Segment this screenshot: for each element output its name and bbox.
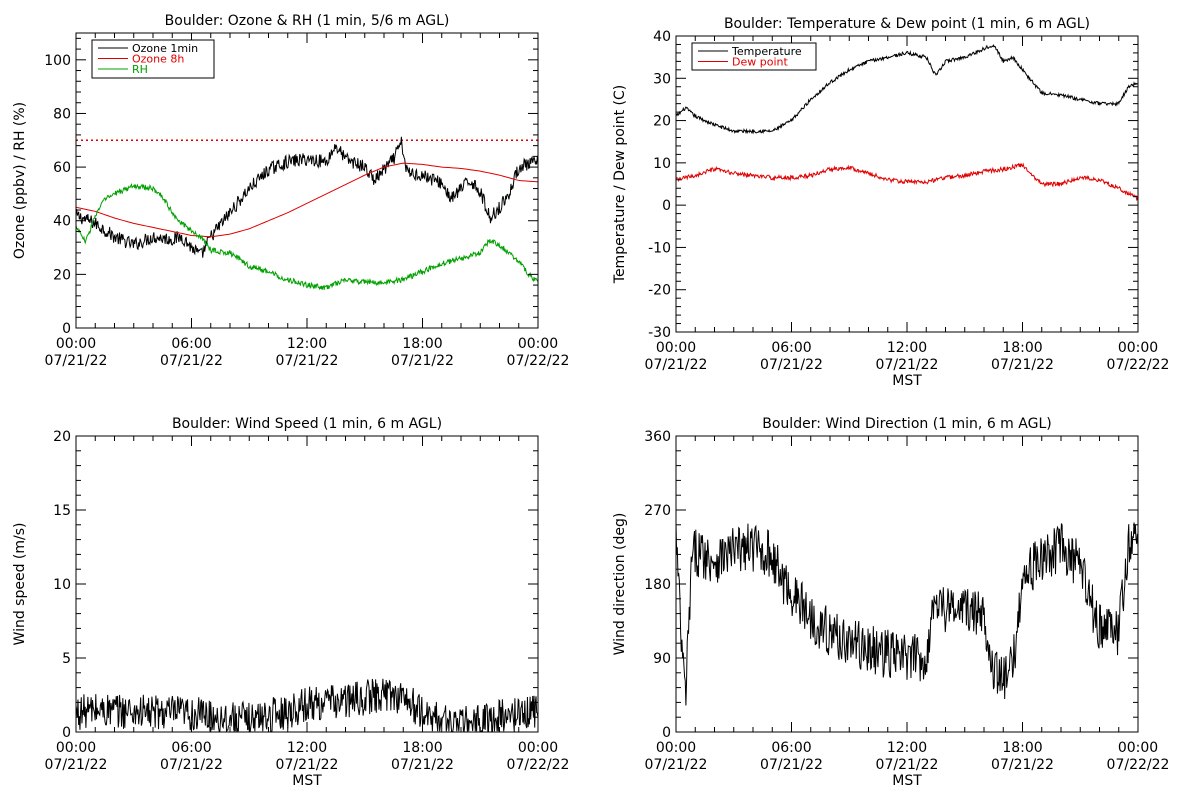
- x-tick-date-label: 07/22/22: [1107, 757, 1170, 773]
- y-tick-label: 20: [53, 429, 71, 445]
- y-tick-label: 180: [644, 577, 671, 593]
- x-tick-date-label: 07/21/22: [645, 757, 708, 773]
- y-tick-label: 80: [53, 106, 71, 122]
- x-tick-date-label: 07/21/22: [276, 757, 339, 773]
- legend-entry-ozone-8h: Ozone 8h: [132, 53, 184, 66]
- x-tick-time-label: 12:00: [287, 336, 327, 352]
- plot-frame: [675, 35, 1139, 333]
- y-tick-label: 10: [653, 156, 671, 172]
- x-tick-time-label: 12:00: [287, 740, 327, 756]
- dew-point-series-line: [676, 162, 1138, 202]
- chart-title: Boulder: Wind Speed (1 min, 6 m AGL): [172, 416, 442, 432]
- x-tick-time-label: 12:00: [887, 340, 927, 356]
- y-tick-label: 20: [53, 267, 71, 283]
- x-tick-time-label: 06:00: [171, 336, 211, 352]
- chart-title: Boulder: Ozone & RH (1 min, 5/6 m AGL): [165, 13, 450, 29]
- x-tick-date-label: 07/22/22: [1107, 357, 1170, 373]
- x-tick-date-label: 07/21/22: [391, 353, 454, 369]
- temperature-series-line: [676, 43, 1138, 135]
- y-tick-label: 0: [662, 725, 671, 741]
- y-axis-label: Wind speed (m/s): [12, 523, 28, 646]
- y-tick-label: 40: [53, 214, 71, 230]
- y-tick-label: -30: [648, 325, 671, 341]
- x-tick-date-label: 07/21/22: [45, 353, 108, 369]
- x-tick-time-label: 18:00: [402, 740, 442, 756]
- x-tick-time-label: 00:00: [656, 740, 696, 756]
- y-tick-label: 40: [653, 29, 671, 45]
- ozone-8h-series-line: [76, 162, 538, 238]
- x-tick-time-label: 18:00: [1002, 340, 1042, 356]
- y-tick-label: 30: [653, 71, 671, 87]
- y-tick-label: 0: [662, 198, 671, 214]
- y-tick-label: -20: [648, 283, 671, 299]
- y-tick-label: 90: [653, 651, 671, 667]
- x-tick-date-label: 07/21/22: [876, 757, 939, 773]
- chart-title: Boulder: Temperature & Dew point (1 min,…: [724, 16, 1090, 32]
- x-tick-date-label: 07/21/22: [276, 353, 339, 369]
- y-axis-label: Temperature / Dew point (C): [612, 85, 628, 284]
- data-series-line: [676, 522, 1138, 706]
- y-tick-label: 60: [53, 160, 71, 176]
- legend-entry-ozone-1min: Ozone 1min: [132, 42, 198, 55]
- x-tick-time-label: 06:00: [771, 340, 811, 356]
- y-tick-label: -10: [648, 240, 671, 256]
- x-tick-date-label: 07/21/22: [760, 757, 823, 773]
- x-axis-label: MST: [292, 773, 322, 789]
- y-axis-label: Ozone (ppbv) / RH (%): [12, 102, 28, 259]
- x-tick-date-label: 07/21/22: [876, 357, 939, 373]
- y-tick-label: 0: [62, 725, 71, 741]
- temperature-dewpoint-panel: Boulder: Temperature & Dew point (1 min,…: [612, 16, 1169, 389]
- plot-frame: [75, 435, 539, 733]
- y-tick-label: 100: [44, 53, 71, 69]
- y-tick-label: 360: [644, 429, 671, 445]
- y-tick-label: 5: [62, 651, 71, 667]
- x-tick-time-label: 18:00: [1002, 740, 1042, 756]
- x-tick-time-label: 00:00: [56, 740, 96, 756]
- x-tick-time-label: 00:00: [656, 340, 696, 356]
- legend-entry-rh: RH: [132, 63, 148, 76]
- x-tick-time-label: 18:00: [402, 336, 442, 352]
- y-axis-label: Wind direction (deg): [612, 513, 628, 656]
- wind-speed-panel: Boulder: Wind Speed (1 min, 6 m AGL) 0 5 10…: [12, 416, 569, 789]
- x-tick-time-label: 00:00: [1118, 340, 1158, 356]
- x-tick-date-label: 07/21/22: [991, 357, 1054, 373]
- x-tick-time-label: 00:00: [1118, 740, 1158, 756]
- ozone-rh-panel: Boulder: Ozone & RH (1 min, 5/6 m AGL) 0 2…: [12, 13, 569, 369]
- y-tick-label: 270: [644, 503, 671, 519]
- y-tick-label: 20: [653, 114, 671, 130]
- chart-title: Boulder: Wind Direction (1 min, 6 m AGL): [762, 416, 1051, 432]
- ozone-1min-series-line: [76, 136, 538, 258]
- x-tick-date-label: 07/21/22: [160, 353, 223, 369]
- wind-direction-panel: Boulder: Wind Direction (1 min, 6 m AGL)…: [612, 416, 1169, 789]
- x-tick-time-label: 06:00: [171, 740, 211, 756]
- x-tick-date-label: 07/22/22: [507, 353, 570, 369]
- y-tick-label: 0: [62, 321, 71, 337]
- x-tick-time-label: 00:00: [56, 336, 96, 352]
- x-tick-date-label: 07/21/22: [45, 757, 108, 773]
- x-tick-time-label: 06:00: [771, 740, 811, 756]
- x-tick-date-label: 07/21/22: [645, 357, 708, 373]
- x-tick-date-label: 07/21/22: [391, 757, 454, 773]
- legend-entry-dew-point: Dew point: [732, 56, 788, 69]
- x-tick-date-label: 07/21/22: [991, 757, 1054, 773]
- x-tick-date-label: 07/21/22: [760, 357, 823, 373]
- legend-box: [691, 42, 817, 71]
- x-axis-label: MST: [892, 773, 922, 789]
- x-tick-date-label: 07/22/22: [507, 757, 570, 773]
- x-tick-date-label: 07/21/22: [160, 757, 223, 773]
- x-tick-time-label: 00:00: [518, 336, 558, 352]
- x-axis-label: MST: [892, 373, 922, 389]
- rh-series-line: [76, 183, 538, 291]
- x-tick-time-label: 12:00: [887, 740, 927, 756]
- x-tick-time-label: 00:00: [518, 740, 558, 756]
- y-tick-label: 15: [53, 503, 71, 519]
- legend-entry-temperature: Temperature: [731, 45, 802, 58]
- y-tick-label: 10: [53, 577, 71, 593]
- data-series-line: [76, 678, 538, 732]
- plot-frame: [675, 435, 1139, 733]
